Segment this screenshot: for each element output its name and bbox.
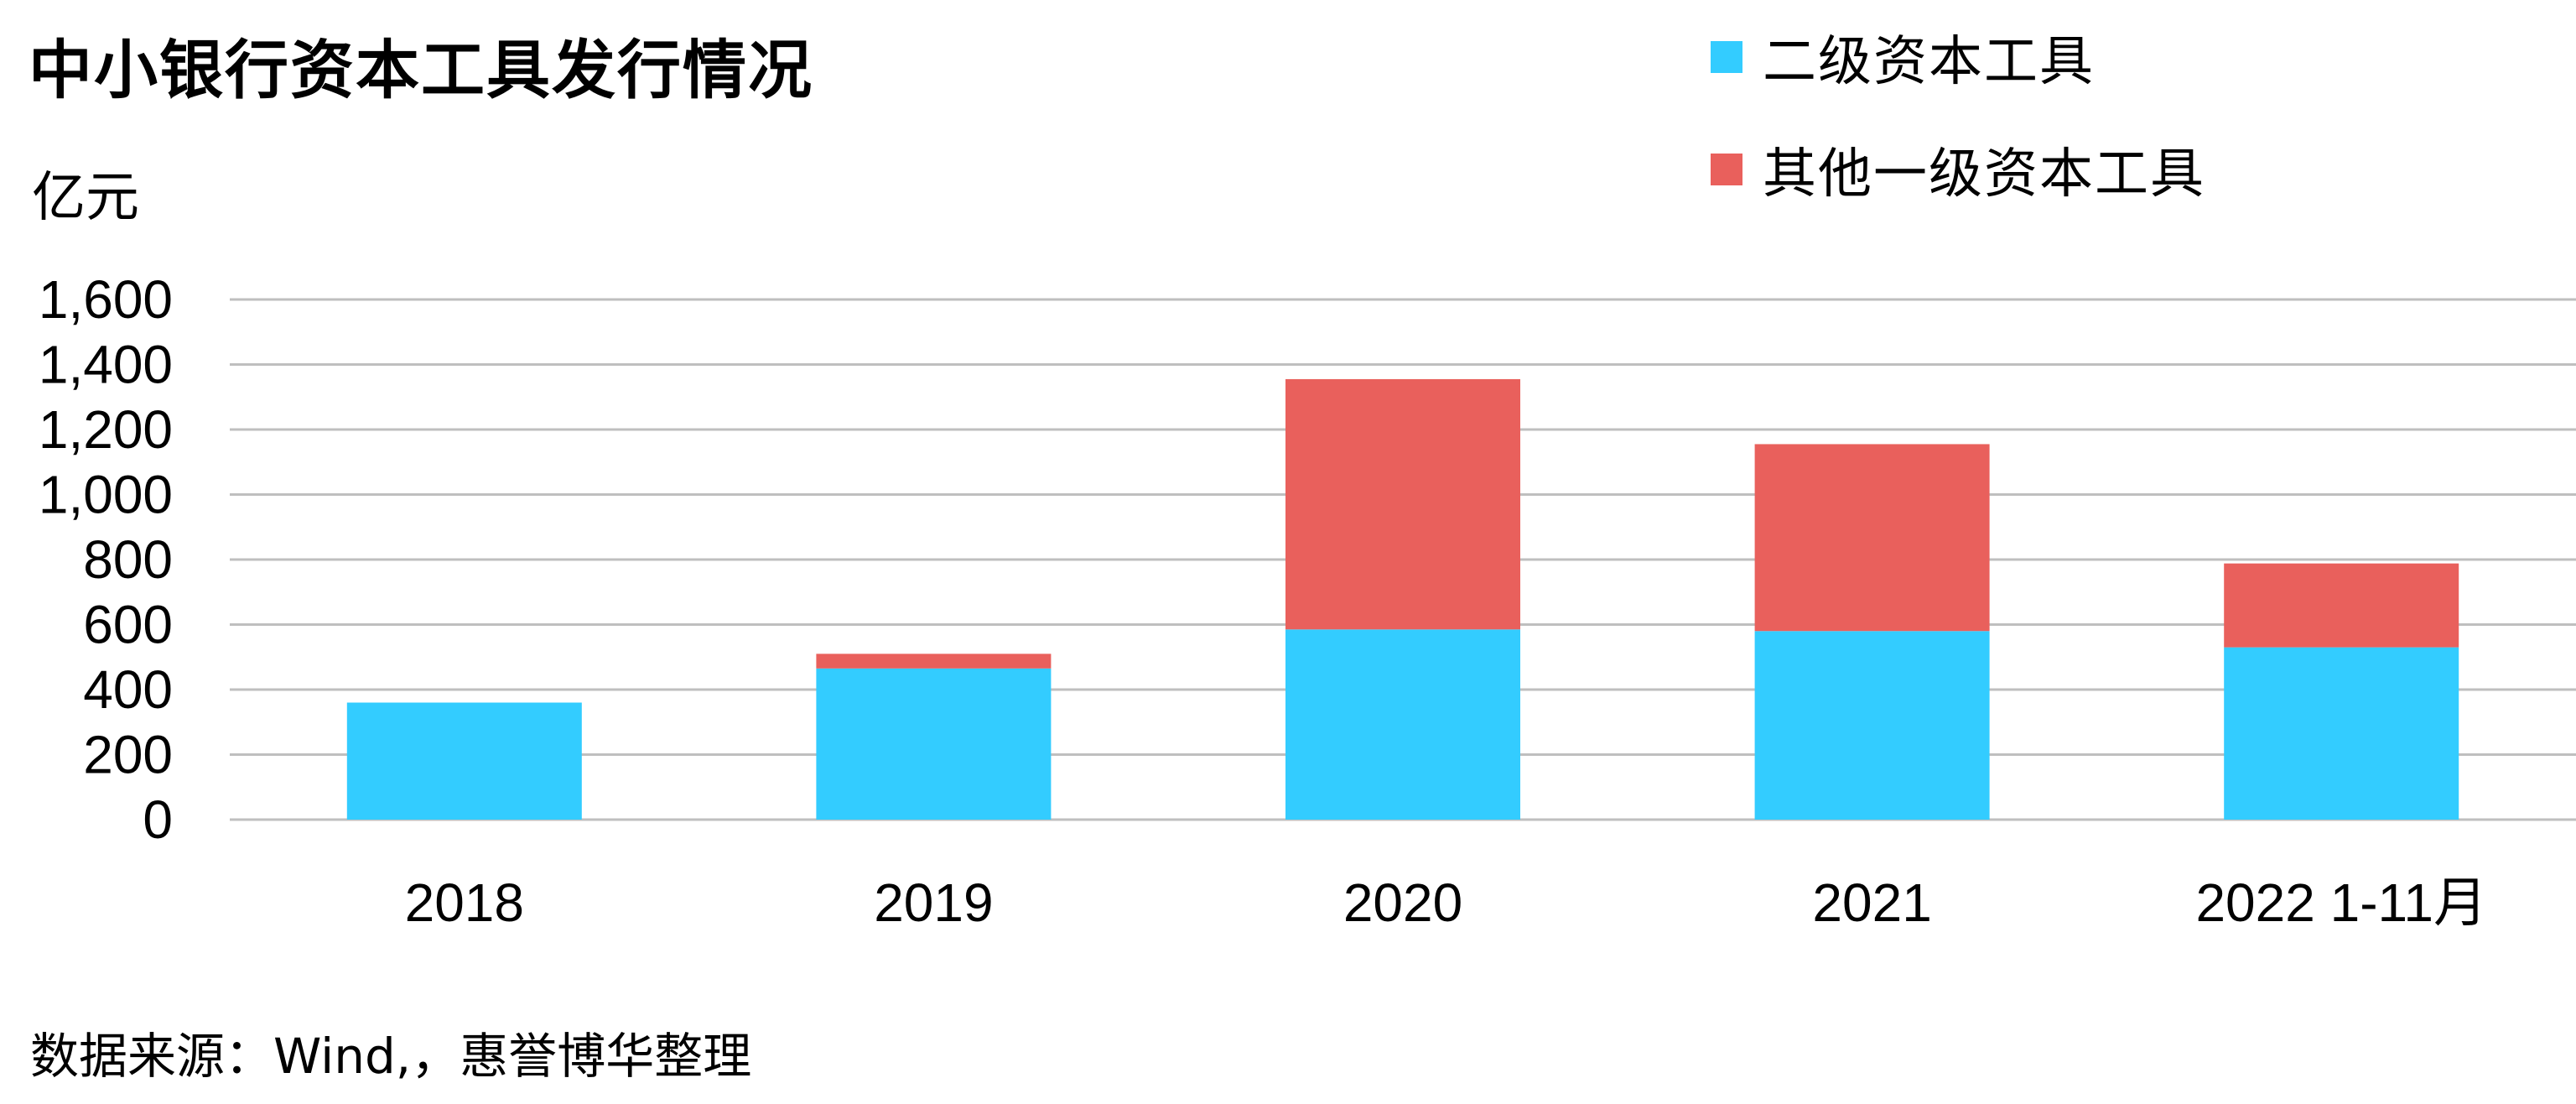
legend-item-tier2: 二级资本工具 bbox=[1711, 23, 2205, 93]
bar-segment-other-tier1 bbox=[1754, 444, 1990, 632]
y-tick-label: 400 bbox=[83, 659, 173, 720]
legend-item-other-tier1: 其他一级资本工具 bbox=[1711, 136, 2205, 206]
data-source-note: 数据来源：Wind,，惠誉博华整理 bbox=[30, 1028, 752, 1085]
chart-title: 中小银行资本工具发行情况 bbox=[29, 33, 813, 107]
legend-label-other-tier1: 其他一级资本工具 bbox=[1763, 143, 2205, 206]
x-tick-label: 2018 bbox=[405, 872, 524, 933]
bar-segment-tier2 bbox=[816, 668, 1052, 820]
legend-label-tier2: 二级资本工具 bbox=[1763, 31, 2095, 93]
y-tick-label: 1,400 bbox=[39, 335, 173, 395]
y-tick-label: 600 bbox=[83, 595, 173, 655]
y-tick-label: 1,600 bbox=[39, 269, 173, 330]
bar-segment-tier2 bbox=[1754, 631, 1990, 820]
y-tick-label: 1,000 bbox=[39, 465, 173, 525]
y-tick-label: 200 bbox=[83, 725, 173, 785]
x-tick-label: 2021 bbox=[1812, 872, 1931, 933]
bar-segment-other-tier1 bbox=[2224, 563, 2459, 648]
x-tick-label: 2020 bbox=[1343, 872, 1462, 933]
y-tick-label: 800 bbox=[83, 529, 173, 590]
legend-swatch-tier2 bbox=[1711, 41, 1742, 73]
chart-legend: 二级资本工具 其他一级资本工具 bbox=[1711, 23, 2205, 248]
bar-segment-tier2 bbox=[2224, 647, 2459, 820]
bar-segment-tier2 bbox=[346, 702, 582, 820]
legend-swatch-other-tier1 bbox=[1711, 154, 1742, 185]
y-axis-unit-label: 亿元 bbox=[32, 167, 139, 229]
bar-segment-other-tier1 bbox=[816, 654, 1052, 669]
bar-segment-tier2 bbox=[1285, 629, 1520, 820]
y-tick-label: 1,200 bbox=[39, 399, 173, 460]
x-tick-label: 2019 bbox=[874, 872, 993, 933]
x-tick-label: 2022 1-11月 bbox=[2195, 872, 2487, 933]
y-tick-label: 0 bbox=[143, 789, 173, 850]
bar-segment-other-tier1 bbox=[1285, 378, 1520, 630]
